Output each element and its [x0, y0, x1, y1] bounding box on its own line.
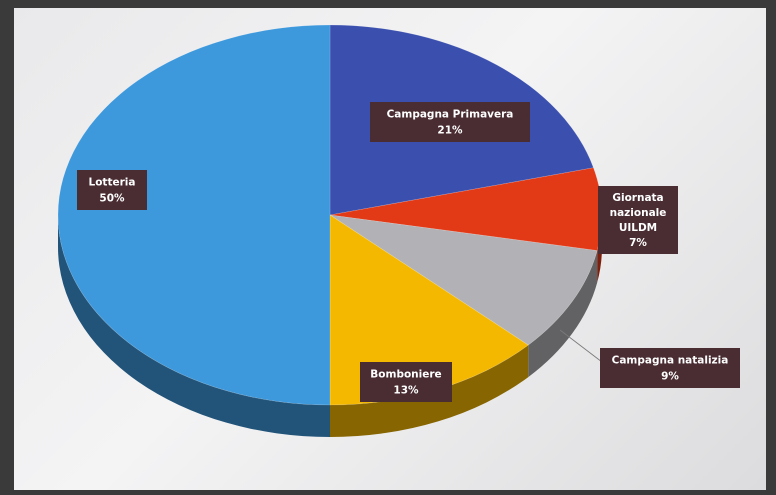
- data-label-text: Lotteria: [89, 177, 136, 189]
- pie-side-campagna-natalizia: [528, 250, 598, 378]
- pie-slice-lotteria: [57, 24, 331, 406]
- data-label-box: [598, 186, 678, 254]
- data-label-lotteria: Lotteria 50%: [77, 170, 147, 210]
- data-labels: Campagna Primavera 21% Giornata nazionale UI…: [77, 102, 740, 402]
- data-label-box: [370, 102, 530, 142]
- data-label-text: Giornata: [612, 192, 663, 204]
- pie-side-bomboniere: [330, 345, 529, 437]
- data-label-campagna-primavera: Campagna Primavera 21%: [370, 102, 530, 142]
- data-label-campagna-natalizia: Campagna natalizia 9%: [600, 348, 740, 388]
- data-label-giornata-uildm: Giornata nazionale UILDM 7%: [598, 186, 678, 254]
- data-label-text: UILDM: [619, 222, 657, 234]
- data-label-box: [77, 170, 147, 210]
- data-label-text: Campagna Primavera: [387, 109, 514, 121]
- data-label-text: nazionale: [610, 207, 667, 219]
- data-label-bomboniere: Bomboniere 13%: [360, 362, 452, 402]
- data-label-value: 9%: [661, 371, 679, 383]
- data-label-value: 13%: [393, 385, 419, 397]
- data-label-value: 7%: [629, 237, 647, 249]
- pie-slices: [57, 24, 603, 406]
- leader-line-campagna-natalizia: [559, 329, 603, 363]
- data-label-text: Bomboniere: [370, 369, 441, 381]
- data-label-text: Campagna natalizia: [612, 355, 729, 367]
- pie-side-lotteria: [58, 215, 330, 437]
- data-label-box: [360, 362, 452, 402]
- data-label-box: [600, 348, 740, 388]
- data-label-value: 21%: [437, 125, 463, 137]
- pie-slice-campagna-natalizia: [329, 214, 598, 346]
- data-label-value: 50%: [99, 193, 125, 205]
